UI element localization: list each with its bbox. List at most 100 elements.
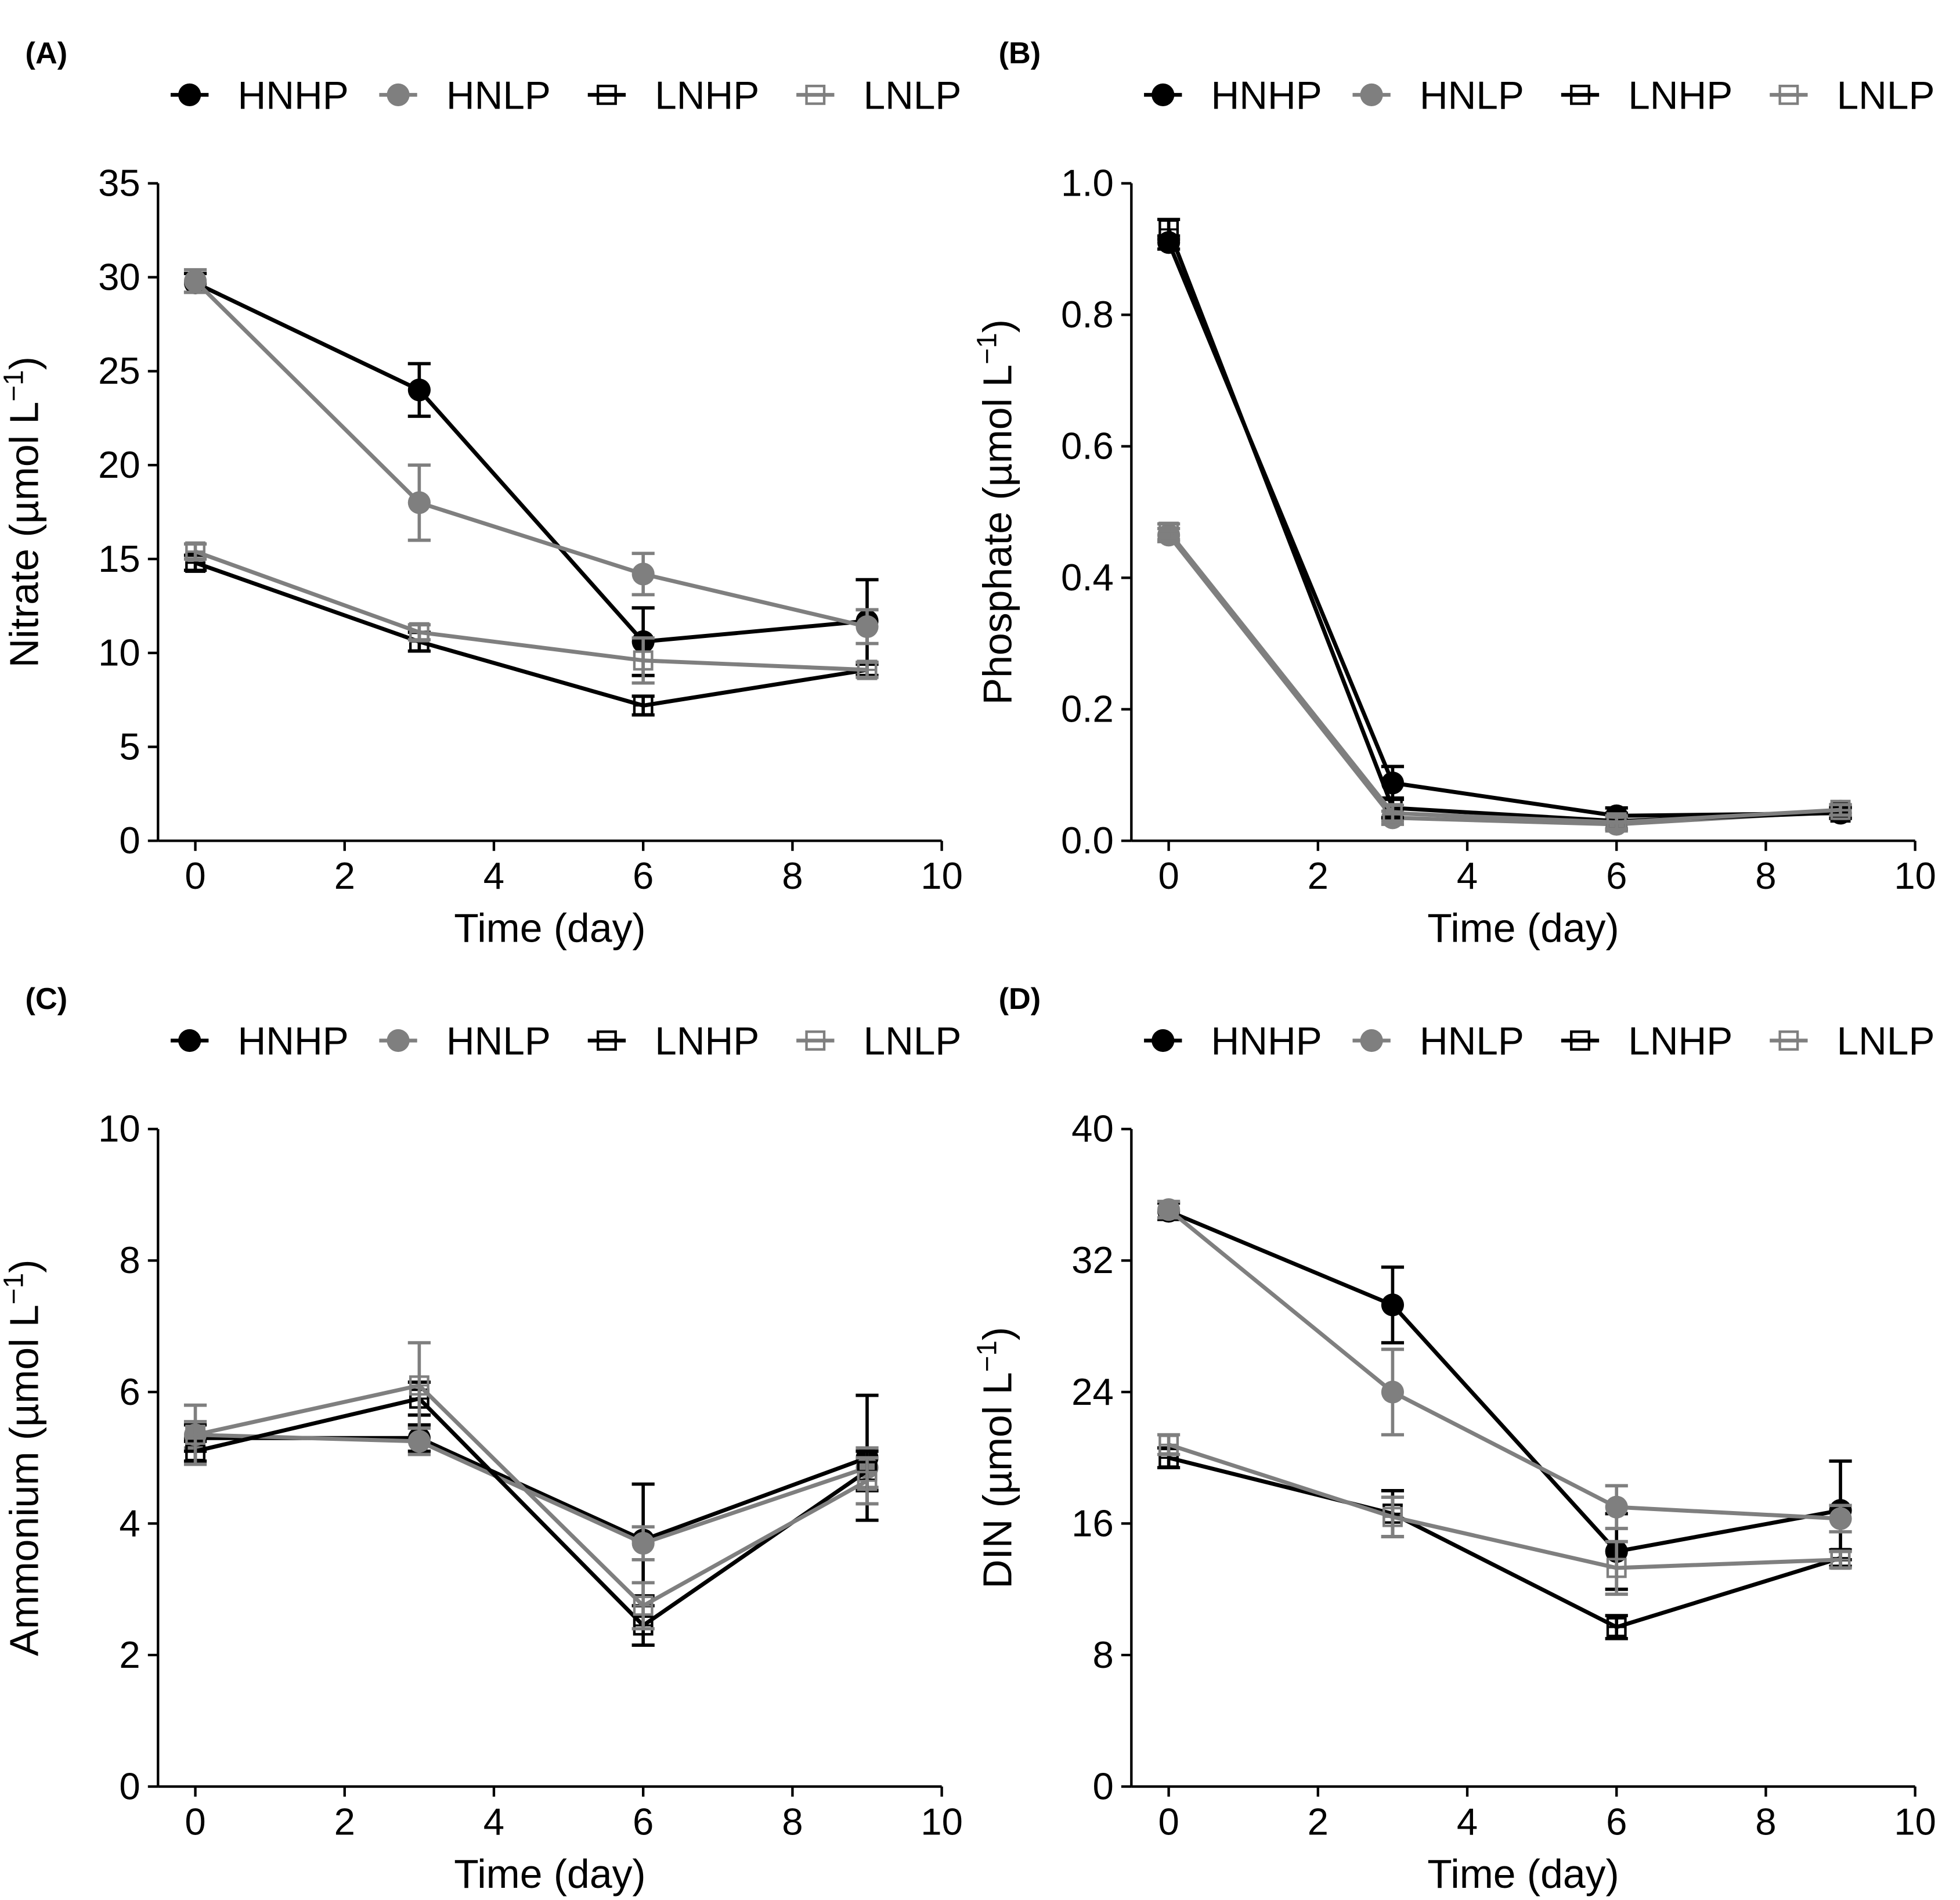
x-tick-label: 6 <box>633 855 654 897</box>
series-hnlp <box>1157 1198 1852 1534</box>
legend-item-hnhp: HNHP <box>171 1019 349 1063</box>
y-tick-label: 40 <box>1071 1108 1114 1150</box>
series-line <box>195 1436 868 1542</box>
series-lnhp <box>1157 218 1852 831</box>
series-hnlp <box>1157 524 1852 836</box>
legend-item-lnlp: LNLP <box>796 74 961 117</box>
legend-swatch-marker <box>1360 83 1383 106</box>
y-axis-label: Phosphate (µmol L−1) <box>972 319 1020 705</box>
data-point <box>1157 1198 1181 1221</box>
y-axis-label-close: ) <box>974 319 1020 333</box>
legend-label: LNHP <box>655 1019 759 1063</box>
series-lnlp <box>1157 521 1852 833</box>
x-tick-label: 8 <box>1755 1800 1776 1843</box>
series-line <box>1167 241 1841 818</box>
series-line <box>194 281 868 644</box>
y-tick-label: 0.0 <box>1061 819 1114 861</box>
legend-swatch-marker <box>1152 83 1175 106</box>
y-axis-label-main: Phosphate (µmol L <box>974 365 1020 705</box>
series-lnhp <box>183 553 879 717</box>
series-hnhp <box>183 271 879 677</box>
y-tick-label: 0.6 <box>1061 425 1114 467</box>
series-hnlp <box>183 268 879 646</box>
data-point <box>407 491 431 514</box>
y-tick-label: 0.4 <box>1061 556 1114 599</box>
y-tick-label: 30 <box>98 255 140 298</box>
data-point <box>1381 1380 1405 1404</box>
x-tick-label: 10 <box>921 1800 963 1843</box>
y-axis-label-main: DIN (µmol L <box>974 1372 1020 1589</box>
x-tick-label: 2 <box>1308 1800 1329 1843</box>
data-point <box>1605 1495 1628 1519</box>
series-line <box>1168 1209 1841 1554</box>
y-tick-label: 0 <box>119 1765 140 1807</box>
legend-label: HNHP <box>237 1019 348 1063</box>
x-tick-label: 0 <box>1158 1800 1179 1843</box>
x-tick-label: 0 <box>185 855 205 897</box>
y-axis-label: Ammonium (µmol L−1) <box>0 1260 46 1656</box>
y-tick-label: 25 <box>98 349 140 392</box>
data-point <box>407 378 431 402</box>
legend-swatch-marker <box>178 83 201 106</box>
y-tick-label: 4 <box>119 1502 140 1544</box>
x-tick-label: 6 <box>1606 855 1627 897</box>
y-tick-label: 0 <box>119 819 140 861</box>
legend-item-lnhp: LNHP <box>1561 74 1732 117</box>
panel-label: (D) <box>999 982 1041 1016</box>
panel-label: (C) <box>26 982 68 1016</box>
legend-label: HNHP <box>237 74 348 117</box>
panel-a: (A) HNHP HNLP LNHP LNLP 0 5 10 15 20 25 30 35 0 2 4 6 8 10… <box>0 37 963 951</box>
y-tick-label: 0 <box>1092 1765 1113 1807</box>
x-tick-label: 8 <box>782 1800 803 1843</box>
y-axis-label-main: Nitrate (µmol L <box>1 402 46 668</box>
legend-swatch-marker <box>178 1029 201 1052</box>
series-line <box>194 1396 868 1628</box>
panel-label: (A) <box>26 37 68 70</box>
series-line <box>195 1433 868 1545</box>
x-axis-label: Time (day) <box>454 1851 645 1897</box>
x-tick-label: 8 <box>782 855 803 897</box>
series-line <box>1167 228 1841 823</box>
legend-label: HNLP <box>446 74 551 117</box>
x-axis-label: Time (day) <box>1427 1851 1619 1897</box>
series-lnlp <box>1157 1433 1852 1596</box>
x-tick-label: 2 <box>1308 855 1329 897</box>
y-axis-label: DIN (µmol L−1) <box>972 1327 1020 1589</box>
legend-swatch-marker <box>1360 1029 1383 1052</box>
legend-item-hnlp: HNLP <box>1352 1019 1524 1063</box>
x-tick-label: 2 <box>334 855 355 897</box>
x-tick-label: 6 <box>1606 1800 1627 1843</box>
y-tick-label: 32 <box>1071 1239 1114 1281</box>
x-tick-label: 4 <box>1457 1800 1478 1843</box>
x-tick-label: 4 <box>483 1800 504 1843</box>
panel-b: (B) HNHP HNLP LNHP LNLP 0.0 0.2 0.4 0.6 0.8 1.0 0 2 4… <box>972 37 1936 951</box>
series-line <box>194 561 868 708</box>
legend-label: LNLP <box>1837 74 1935 117</box>
legend-item-lnhp: LNHP <box>1561 1019 1732 1063</box>
legend-label: LNHP <box>1628 74 1732 117</box>
x-tick-label: 2 <box>334 1800 355 1843</box>
x-axis-label: Time (day) <box>454 906 645 951</box>
y-axis-label-sup: −1 <box>972 333 1002 365</box>
y-axis-label-sup: −1 <box>0 370 29 402</box>
y-tick-label: 0.8 <box>1061 293 1114 336</box>
y-axis-label-sup: −1 <box>0 1273 29 1305</box>
legend-item-hnlp: HNLP <box>1352 74 1524 117</box>
legend: HNHP HNLP LNHP LNLP <box>171 1019 961 1063</box>
legend-label: HNLP <box>1420 74 1524 117</box>
x-tick-label: 0 <box>1158 855 1179 897</box>
legend-item-lnhp: LNHP <box>587 74 759 117</box>
legend-item-hnlp: HNLP <box>379 74 551 117</box>
x-tick-label: 4 <box>1457 855 1478 897</box>
x-tick-label: 10 <box>1894 1800 1936 1843</box>
data-point <box>1381 1293 1405 1317</box>
data-point <box>856 615 879 639</box>
legend-label: LNHP <box>655 74 759 117</box>
series-line <box>1167 1207 1841 1521</box>
y-tick-label: 5 <box>119 725 140 767</box>
y-axis-label-close: ) <box>974 1327 1020 1340</box>
x-tick-label: 4 <box>483 855 504 897</box>
y-tick-label: 8 <box>1092 1634 1113 1676</box>
legend-item-lnlp: LNLP <box>1770 74 1934 117</box>
